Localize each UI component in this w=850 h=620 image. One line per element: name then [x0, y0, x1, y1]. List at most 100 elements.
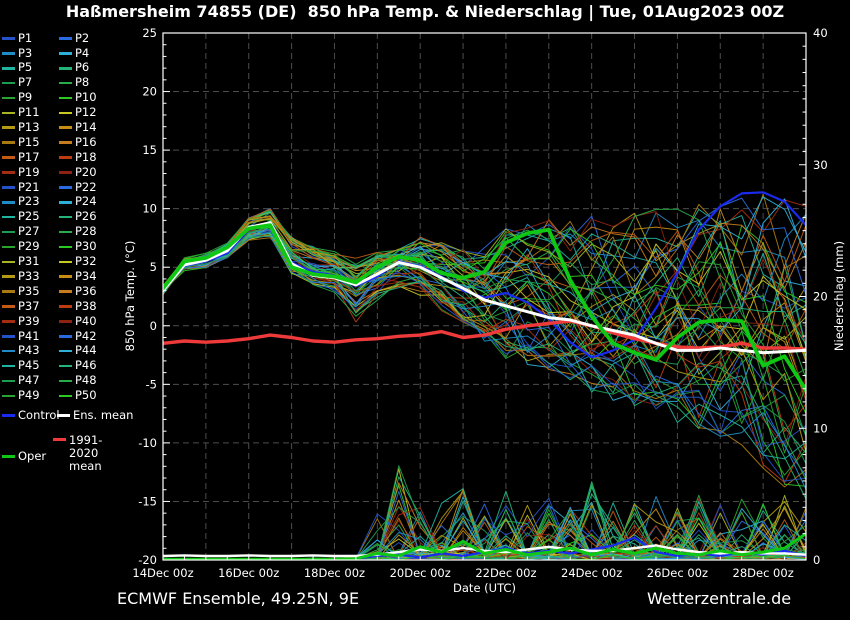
- legend-member-label: P23: [18, 194, 40, 209]
- legend-item-p49: P49: [2, 388, 59, 403]
- legend-member-label: P34: [75, 268, 97, 283]
- member-line-swatch: [59, 171, 72, 174]
- legend-member-label: P45: [18, 358, 40, 373]
- member-line-swatch: [59, 96, 72, 100]
- legend-member-label: P24: [75, 194, 97, 209]
- legend-member-label: P6: [75, 60, 90, 75]
- member-line-swatch: [59, 215, 72, 219]
- svg-text:-15: -15: [138, 494, 157, 508]
- legend-member-label: P14: [75, 120, 97, 135]
- ensemble-member-legend: P1 P2 P3 P4 P5 P6 P7 P8 P9 P10 P11 P12 P13 P14 P15 P16 P…: [2, 31, 117, 403]
- member-line-swatch: [2, 215, 15, 219]
- page-title: Haßmersheim 74855 (DE) 850 hPa Temp. & N…: [65, 2, 785, 21]
- legend-item-p34: P34: [59, 269, 117, 284]
- member-line-swatch: [59, 81, 72, 85]
- legend-member-label: P9: [18, 90, 33, 105]
- member-line-swatch: [2, 275, 15, 278]
- legend-member-label: P32: [75, 254, 97, 269]
- svg-text:-5: -5: [146, 377, 157, 391]
- legend-member-label: P19: [18, 164, 40, 179]
- axis-tick-labels: 25 20 15 10 5 0 -5 -10 -15 -20 0 10 20 30 40 14Dec 00z 1…: [132, 26, 827, 580]
- svg-text:40: 40: [813, 26, 828, 40]
- legend-member-label: P4: [75, 45, 90, 60]
- member-line-swatch: [2, 379, 15, 383]
- member-line-swatch: [59, 394, 72, 398]
- legend-item-p7: P7: [2, 76, 59, 91]
- member-line-swatch: [59, 111, 72, 115]
- plot-border: [162, 32, 807, 561]
- legend-member-label: P21: [18, 179, 40, 194]
- legend-item-p47: P47: [2, 373, 59, 388]
- legend-item-control: Control: [2, 408, 60, 422]
- legend-item-p36: P36: [59, 284, 117, 299]
- legend-member-label: P11: [18, 105, 40, 120]
- legend-member-label: P40: [75, 313, 97, 328]
- member-line-swatch: [59, 290, 72, 293]
- legend-member-label: P49: [18, 388, 40, 403]
- member-line-swatch: [2, 260, 15, 264]
- legend-item-p41: P41: [2, 329, 59, 344]
- member-line-swatch: [2, 37, 15, 40]
- svg-text:30: 30: [813, 158, 828, 172]
- legend-member-label: P41: [18, 328, 40, 343]
- legend-member-label: P48: [75, 373, 97, 388]
- climate-mean-line-swatch: [53, 438, 66, 441]
- legend-member-label: P44: [75, 343, 97, 358]
- legend-item-p46: P46: [59, 359, 117, 374]
- legend-member-label: P12: [75, 105, 97, 120]
- legend-item-p39: P39: [2, 314, 59, 329]
- legend-item-p26: P26: [59, 210, 117, 225]
- legend-item-p31: P31: [2, 254, 59, 269]
- svg-text:10: 10: [142, 202, 157, 216]
- legend-item-p16: P16: [59, 135, 117, 150]
- legend-label-control: Control: [18, 408, 60, 422]
- legend-item-p22: P22: [59, 180, 117, 195]
- legend-item-p5: P5: [2, 61, 59, 76]
- legend-member-label: P37: [18, 298, 40, 313]
- svg-text:20: 20: [142, 85, 157, 99]
- legend-item-p37: P37: [2, 299, 59, 314]
- member-line-swatch: [59, 275, 72, 278]
- legend-item-ens-mean: Ens. mean: [57, 408, 133, 422]
- legend-item-p38: P38: [59, 299, 117, 314]
- legend-item-p10: P10: [59, 91, 117, 106]
- member-line-swatch: [2, 230, 15, 234]
- legend-member-label: P29: [18, 239, 40, 254]
- member-line-swatch: [59, 200, 72, 204]
- svg-text:14Dec 00z: 14Dec 00z: [132, 566, 193, 580]
- legend-item-p28: P28: [59, 225, 117, 240]
- svg-text:20: 20: [813, 290, 828, 304]
- legend-member-label: P33: [18, 268, 40, 283]
- legend-member-label: P3: [18, 45, 33, 60]
- legend-member-label: P15: [18, 134, 40, 149]
- svg-text:24Dec 00z: 24Dec 00z: [561, 566, 622, 580]
- legend-member-label: P20: [75, 164, 97, 179]
- svg-text:28Dec 00z: 28Dec 00z: [733, 566, 794, 580]
- legend-item-p4: P4: [59, 46, 117, 61]
- member-line-swatch: [59, 364, 72, 368]
- legend-item-p33: P33: [2, 269, 59, 284]
- legend-member-label: P39: [18, 313, 40, 328]
- member-line-swatch: [59, 334, 72, 338]
- legend-item-p9: P9: [2, 91, 59, 106]
- wetterzentrale-branding: Wetterzentrale.de: [647, 589, 792, 608]
- legend-member-label: P13: [18, 120, 40, 135]
- legend-member-label: P43: [18, 343, 40, 358]
- legend-member-label: P31: [18, 254, 40, 269]
- legend-member-label: P5: [18, 60, 33, 75]
- legend-item-p14: P14: [59, 120, 117, 135]
- svg-text:26Dec 00z: 26Dec 00z: [647, 566, 708, 580]
- axis-ticks: [162, 32, 807, 561]
- legend-item-p12: P12: [59, 105, 117, 120]
- member-line-swatch: [59, 379, 72, 383]
- date-axis-title: Date (UTC): [453, 581, 516, 595]
- legend-item-p35: P35: [2, 284, 59, 299]
- oper-line-swatch: [2, 455, 15, 458]
- member-line-swatch: [59, 245, 72, 249]
- svg-text:20Dec 00z: 20Dec 00z: [390, 566, 451, 580]
- member-line-swatch: [2, 394, 15, 398]
- legend-member-label: P46: [75, 358, 97, 373]
- legend-member-label: P7: [18, 75, 33, 90]
